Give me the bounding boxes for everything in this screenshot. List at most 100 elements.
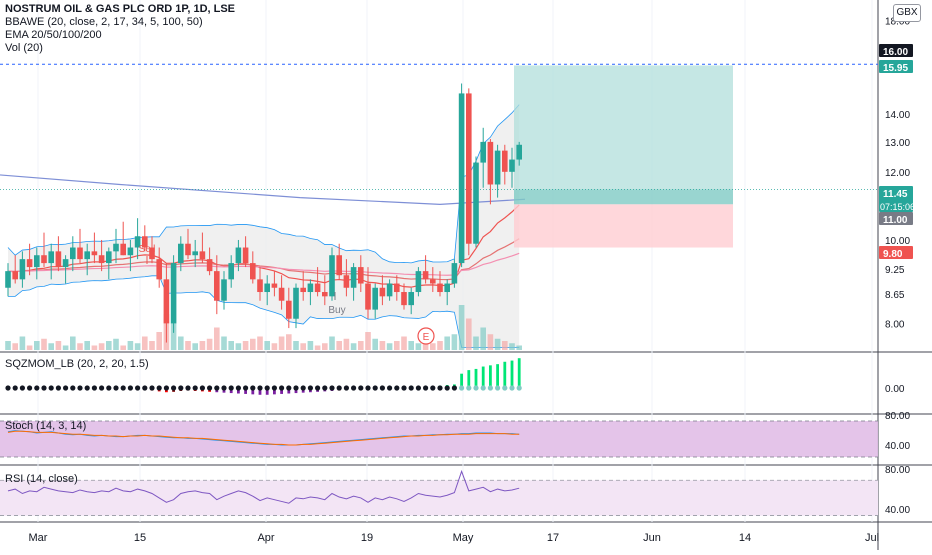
candle-body [300, 287, 306, 293]
sqz-dot [300, 385, 306, 391]
candle-body [170, 263, 177, 324]
sqz-dot [199, 385, 205, 391]
stoch-band [0, 421, 878, 457]
volume-bar [502, 341, 508, 350]
sqz-dot [41, 385, 47, 391]
candle-body [386, 283, 393, 297]
sqz-bar [265, 388, 269, 395]
bollinger-lower [8, 275, 520, 348]
time-tick: May [453, 532, 474, 544]
currency-button[interactable]: GBX [893, 4, 921, 22]
candle-body [163, 279, 170, 324]
volume-bar [55, 341, 62, 350]
sqz-dot [459, 385, 465, 391]
sqz-bar [237, 388, 240, 394]
sqz-dot [293, 385, 299, 391]
volume-bar [106, 341, 112, 350]
volume-bar [480, 327, 486, 350]
candle-body [221, 279, 227, 301]
volume-bar [437, 341, 443, 350]
candle-body [314, 283, 321, 293]
volume-bar [199, 341, 206, 350]
candle-body [142, 236, 148, 248]
volume-bar [307, 341, 314, 350]
price-tick: 8.65 [885, 290, 905, 301]
volume-bar [142, 336, 148, 350]
price-tick: 12.00 [885, 168, 910, 179]
sqz-dot [451, 385, 457, 391]
volume-bar [379, 341, 386, 350]
sqz-dot [516, 385, 522, 391]
volume-bar [401, 336, 407, 350]
sqz-dot [480, 385, 486, 391]
candle-body [206, 259, 213, 272]
volume-bar [300, 343, 306, 350]
volume-bar [156, 332, 162, 350]
sqz-bar [481, 366, 485, 388]
sqz-dot [207, 385, 213, 391]
volume-bar [19, 336, 26, 350]
entry-zone [514, 189, 733, 205]
rsi-tick: 80.00 [885, 465, 910, 476]
volume-bar [293, 341, 299, 350]
volume-bar [113, 338, 119, 350]
candle-body [458, 93, 465, 264]
sqz-bar [467, 370, 471, 388]
sqz-dot [351, 385, 357, 391]
volume-bar [350, 343, 357, 350]
sqz-dot [27, 385, 33, 391]
volume-bar [192, 343, 198, 350]
sqz-bar [474, 368, 478, 388]
volume-bar [422, 341, 429, 350]
sqz-pane-title: SQZMOM_LB (20, 2, 20, 1.5) [5, 358, 149, 370]
sqz-bar [489, 365, 492, 388]
sqz-dot [127, 385, 133, 391]
candle-body [379, 287, 386, 297]
sqz-dot [444, 385, 450, 391]
sqz-bar [460, 373, 463, 388]
candle-body [26, 259, 33, 268]
candle-body [242, 247, 249, 264]
candle-body [329, 255, 335, 297]
sqz-dot [214, 385, 220, 391]
sqz-dot [336, 385, 342, 391]
sqz-bar [258, 388, 262, 395]
volume-bar [451, 334, 458, 350]
sqz-bar [287, 388, 291, 394]
volume-bar [178, 336, 184, 350]
sqz-dot [99, 385, 105, 391]
volume-bar [48, 343, 54, 350]
sqz-dot [466, 385, 472, 391]
sqz-dot [149, 385, 155, 391]
time-tick: 14 [739, 532, 751, 544]
sqz-dot [264, 385, 270, 391]
candle-body [120, 243, 126, 256]
time-tick: Jun [643, 532, 661, 544]
volume-bar [77, 343, 83, 350]
candle-body [106, 251, 112, 264]
sqz-bar [496, 364, 499, 388]
price-tick: 13.00 [885, 138, 910, 149]
rsi-tick: 40.00 [885, 505, 910, 516]
sqz-bar [251, 388, 255, 395]
candle-body [322, 292, 328, 297]
candle-body [358, 267, 364, 284]
candle-body [307, 283, 314, 293]
sqz-dot [315, 385, 321, 391]
price-tick: 14.00 [885, 110, 910, 121]
target-zone [514, 65, 733, 190]
sqz-dot [106, 385, 112, 391]
candle-body [228, 263, 234, 280]
sqz-dot [307, 385, 313, 391]
sqz-dot [329, 385, 335, 391]
candle-body [12, 271, 18, 280]
volume-bar [120, 345, 126, 350]
candle-body [264, 283, 270, 293]
volume-bar [149, 341, 155, 350]
candle-body [451, 263, 458, 284]
volume-bar [34, 341, 40, 350]
volume-bar [271, 343, 278, 350]
candle-body [487, 141, 494, 185]
